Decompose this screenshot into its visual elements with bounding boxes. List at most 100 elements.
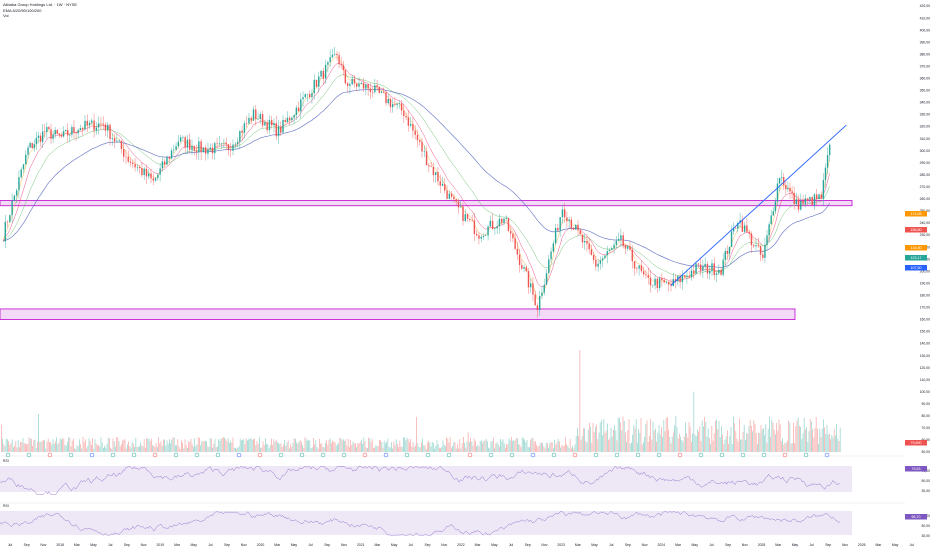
indicator-label[interactable]: EMA 8/20/50/100/200: [3, 7, 42, 13]
event-badge-icon[interactable]: [782, 452, 788, 458]
event-badge-icon[interactable]: [215, 452, 221, 458]
support-zones[interactable]: [0, 200, 853, 320]
event-badge-icon[interactable]: [47, 452, 53, 458]
volume-bar: [229, 442, 230, 452]
event-badge-icon[interactable]: [677, 452, 683, 458]
price-tick: 190,00: [920, 281, 930, 285]
candle-body: [309, 93, 311, 98]
volume-bar: [711, 425, 713, 452]
price-tick: 290,00: [920, 161, 930, 165]
event-badge-icon[interactable]: [68, 452, 74, 458]
volume-bar: [417, 443, 419, 452]
candle-body: [67, 129, 69, 136]
event-badge-icon[interactable]: [761, 452, 767, 458]
volume-bar: [340, 438, 342, 452]
event-badge-icon[interactable]: [26, 452, 32, 458]
volume-bar: [507, 444, 509, 452]
event-badge-icon[interactable]: [572, 452, 578, 458]
volume-bar: [149, 441, 151, 452]
volume-bar: [610, 427, 612, 452]
event-badge-icon[interactable]: [446, 452, 452, 458]
volume-bar: [506, 444, 507, 452]
volume-bar: [692, 433, 693, 452]
volume-bar: [317, 448, 319, 452]
event-badge-icon[interactable]: [614, 452, 620, 458]
event-badge-icon[interactable]: [362, 452, 368, 458]
price-axis[interactable]: 420,00 410,00 400,00 390,00 380,00 370,00 360,…: [920, 4, 930, 538]
event-badge-icon[interactable]: [656, 452, 662, 458]
event-badge-icon[interactable]: [719, 452, 725, 458]
volume-bar: [49, 441, 50, 452]
volume-bar: [651, 439, 653, 452]
candle-body: [200, 141, 202, 152]
event-badge-icon[interactable]: [236, 452, 242, 458]
event-badge-icon[interactable]: [404, 452, 410, 458]
event-badge-icon[interactable]: [173, 452, 179, 458]
volume-bar: [566, 444, 567, 452]
event-badge-icon[interactable]: [551, 452, 557, 458]
volume-bar: [2, 438, 3, 452]
event-badge-icon[interactable]: [488, 452, 494, 458]
event-badge-icon[interactable]: [635, 452, 641, 458]
volume-bar: [212, 447, 213, 452]
chart-legend: Alibaba Group Holdings Ltd. · 1W · NYSE …: [3, 2, 77, 19]
volume-bar: [334, 442, 336, 452]
event-badge-icon[interactable]: [698, 452, 704, 458]
event-badge-icon[interactable]: [530, 452, 536, 458]
volume-bar: [82, 437, 84, 452]
volume-bar: [511, 437, 512, 452]
price-tick: 420,00: [920, 4, 930, 8]
event-badge-icon[interactable]: [803, 452, 809, 458]
price-tag: 107,50: [905, 265, 927, 271]
candle-body: [800, 200, 802, 210]
event-badge-icon[interactable]: [593, 452, 599, 458]
candle-body: [726, 251, 729, 254]
volume-bar: [67, 441, 68, 452]
volume-bar: [361, 439, 362, 452]
volume-bar: [746, 433, 747, 452]
candle-body: [776, 183, 779, 202]
event-badge-icon[interactable]: [425, 452, 431, 458]
candle-body: [450, 193, 453, 197]
candle-body: [41, 131, 44, 142]
event-badge-icon[interactable]: [320, 452, 326, 458]
volume-bar: [119, 446, 121, 452]
volume-bar: [595, 426, 596, 452]
volume-bar: [374, 447, 375, 452]
symbol-title[interactable]: Alibaba Group Holdings Ltd. · 1W · NYSE: [3, 2, 78, 7]
volume-label[interactable]: Vol: [3, 13, 9, 18]
event-badge-icon[interactable]: [110, 452, 116, 458]
event-badge-icon[interactable]: [131, 452, 137, 458]
event-badge-icon[interactable]: [257, 452, 263, 458]
time-tick: Sep: [424, 543, 430, 547]
event-badge-icon[interactable]: [824, 452, 830, 458]
event-badge-icon[interactable]: [740, 452, 746, 458]
candle-body: [18, 177, 20, 191]
event-badge-icon[interactable]: [467, 452, 473, 458]
candle-body: [806, 198, 809, 200]
rsi-band: [0, 466, 852, 492]
event-badge-icon[interactable]: [278, 452, 284, 458]
time-axis[interactable]: Jul Sep Nov 2018 Mar May Jul Sep Nov 2019 Mar May Ju…: [8, 543, 914, 547]
event-badge-icon[interactable]: [341, 452, 347, 458]
volume-bar: [316, 447, 318, 452]
volume-bar: [487, 441, 488, 452]
event-badge-icon[interactable]: [509, 452, 515, 458]
event-badge-icon[interactable]: [89, 452, 95, 458]
event-badges[interactable]: [5, 452, 830, 458]
event-badge-icon[interactable]: [383, 452, 389, 458]
volume-bar: [700, 441, 702, 452]
volume-bar: [338, 442, 339, 452]
event-badge-icon[interactable]: [194, 452, 200, 458]
candle-body: [466, 214, 469, 219]
event-badge-icon[interactable]: [299, 452, 305, 458]
volume-bar: [88, 438, 90, 452]
volume-bar: [737, 441, 739, 452]
trendlines[interactable]: [670, 124, 847, 286]
event-badge-icon[interactable]: [5, 452, 11, 458]
event-badge-icon[interactable]: [152, 452, 158, 458]
time-tick: 2019: [157, 543, 165, 547]
volume-bar: [298, 441, 300, 452]
candle-body: [681, 275, 684, 283]
